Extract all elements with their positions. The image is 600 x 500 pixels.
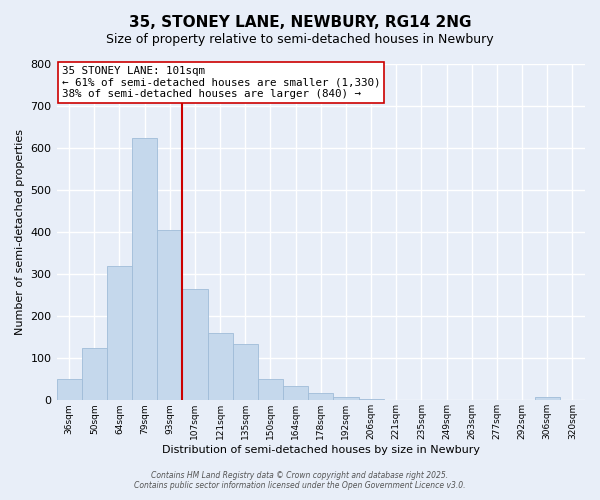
Text: Size of property relative to semi-detached houses in Newbury: Size of property relative to semi-detach…	[106, 32, 494, 46]
X-axis label: Distribution of semi-detached houses by size in Newbury: Distribution of semi-detached houses by …	[162, 445, 480, 455]
Bar	[132, 138, 157, 400]
Bar	[107, 266, 132, 400]
Text: 35, STONEY LANE, NEWBURY, RG14 2NG: 35, STONEY LANE, NEWBURY, RG14 2NG	[129, 15, 471, 30]
Bar	[258, 380, 283, 400]
Bar	[182, 289, 208, 401]
Bar	[208, 333, 233, 400]
Bar	[334, 397, 359, 400]
Bar	[308, 392, 334, 400]
Bar	[283, 386, 308, 400]
Bar	[233, 344, 258, 400]
Bar	[157, 230, 182, 400]
Bar	[82, 348, 107, 401]
Text: Contains HM Land Registry data © Crown copyright and database right 2025.
Contai: Contains HM Land Registry data © Crown c…	[134, 470, 466, 490]
Text: 35 STONEY LANE: 101sqm
← 61% of semi-detached houses are smaller (1,330)
38% of : 35 STONEY LANE: 101sqm ← 61% of semi-det…	[62, 66, 380, 99]
Bar	[535, 398, 560, 400]
Y-axis label: Number of semi-detached properties: Number of semi-detached properties	[15, 129, 25, 335]
Bar	[56, 380, 82, 400]
